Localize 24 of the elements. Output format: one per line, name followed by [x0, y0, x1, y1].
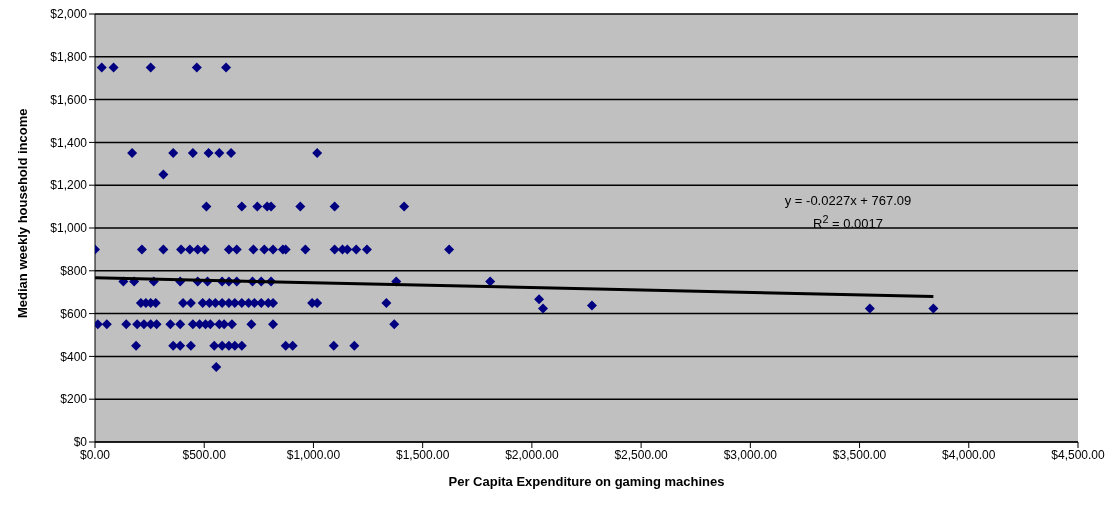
y-axis-title: Median weekly household income: [14, 108, 30, 318]
x-tick-label: $1,000.00: [286, 447, 341, 462]
x-axis-title: Per Capita Expenditure on gaming machines: [448, 474, 725, 489]
y-tick-label: $1,400: [50, 135, 88, 150]
x-tick-label: $1,500.00: [395, 447, 450, 462]
x-tick-label: $3,000.00: [723, 447, 778, 462]
y-tick-label: $600: [60, 306, 88, 321]
x-tick-label: $2,500.00: [614, 447, 669, 462]
x-tick-label: $4,000.00: [942, 447, 996, 462]
y-tick-label: $2,000: [50, 7, 88, 22]
x-tick-label: $0.00: [79, 447, 111, 462]
y-tick-label: $200: [60, 392, 88, 407]
x-tick-label: $500.00: [182, 447, 227, 462]
x-tick-label: $3,500.00: [832, 447, 887, 462]
y-tick-label: $0: [73, 435, 88, 450]
y-tick-label: $1,200: [50, 178, 88, 193]
y-tick-label: $800: [60, 264, 88, 279]
x-tick-label: $2,000.00: [505, 447, 559, 462]
y-tick-label: $1,800: [50, 50, 88, 65]
x-tick-label: $4,500.00: [1051, 447, 1106, 462]
annotation: y = -0.0227x + 767.09: [783, 192, 913, 210]
y-tick-label: $1,000: [50, 221, 88, 236]
y-tick-label: $400: [60, 349, 88, 364]
y-tick-label: $1,600: [50, 92, 88, 107]
